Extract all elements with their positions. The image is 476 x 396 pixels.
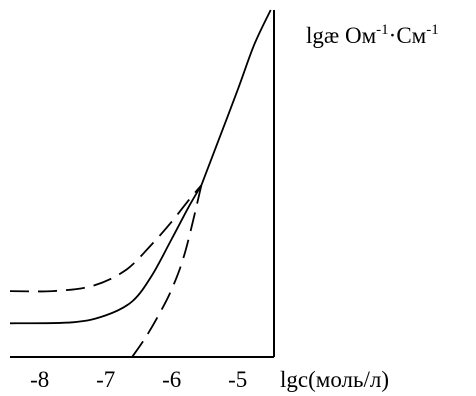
series-line-1-solid — [9, 184, 203, 325]
series-line-2-dashed — [9, 184, 203, 293]
x-tick-label: -6 — [162, 367, 181, 392]
axes — [10, 10, 275, 358]
x-tick-labels: -8 -7 -6 -5 — [30, 367, 247, 392]
x-tick-label: -8 — [30, 367, 49, 392]
x-tick-label: -5 — [228, 367, 247, 392]
x-tick-label: -7 — [96, 367, 115, 392]
series-layer — [9, 9, 272, 358]
series-line-4-solid — [200, 9, 272, 186]
y-axis-label: lgæ Ом-1·См-1 — [306, 22, 439, 48]
x-axis-label: lgc(моль/л) — [280, 367, 389, 392]
series-line-3-dashed — [131, 184, 203, 358]
